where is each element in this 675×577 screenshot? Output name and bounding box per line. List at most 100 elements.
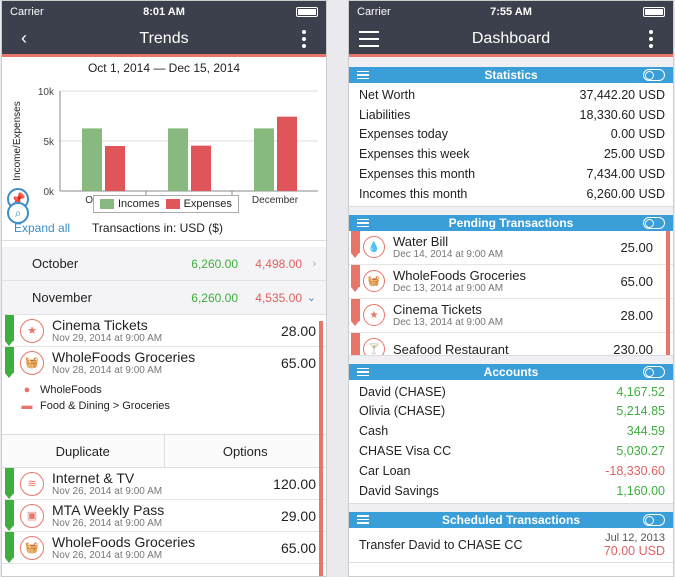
transaction-date: Nov 29, 2014 at 9:00 AM	[52, 333, 163, 344]
transaction-amount: 28.00	[280, 322, 316, 339]
account-name: David (CHASE)	[359, 384, 446, 399]
battery-icon	[296, 7, 318, 17]
transaction-amount: 65.00	[280, 354, 316, 371]
bus-icon: ▣	[20, 503, 44, 528]
stat-row: Incomes this month 6,260.00 USD	[349, 184, 673, 204]
transaction-row[interactable]: ★ Cinema Tickets Nov 29, 2014 at 9:00 AM …	[2, 315, 326, 347]
income-bookmark-icon	[5, 532, 14, 563]
transaction-title: Cinema Tickets	[393, 302, 482, 318]
card-menu-icon[interactable]	[357, 515, 369, 524]
scroll-indicator[interactable]	[666, 230, 670, 355]
card-title: Scheduled Transactions	[441, 512, 581, 527]
card-toggle[interactable]	[643, 216, 665, 229]
stat-row: Net Worth 37,442.20 USD	[349, 85, 673, 105]
card-header: Accounts	[349, 363, 673, 380]
card-header: Pending Transactions	[349, 214, 673, 231]
pending-transaction-row[interactable]: 🍸 Seafood Restaurant 230.00	[349, 332, 673, 355]
stat-row: Expenses this week 25.00 USD	[349, 144, 673, 164]
account-name: CHASE Visa CC	[359, 444, 452, 459]
account-row[interactable]: Car Loan -18,330.60	[349, 461, 673, 481]
bar-expenses	[105, 146, 125, 191]
duplicate-button[interactable]: Duplicate	[55, 443, 110, 459]
account-name: Cash	[359, 424, 389, 439]
stat-label: Net Worth	[359, 87, 416, 102]
month-row-october[interactable]: October 6,260.00 4,498.00 ›	[2, 247, 326, 281]
bookmark-icon	[351, 264, 360, 292]
scheduled-row[interactable]: Transfer David to CHASE CC Jul 12, 2013 …	[349, 528, 673, 562]
back-button[interactable]: ‹	[21, 28, 27, 48]
account-name: David Savings	[359, 483, 439, 498]
transaction-row[interactable]: 🧺 WholeFoods Groceries Nov 26, 2014 at 9:…	[2, 532, 326, 564]
account-row[interactable]: CHASE Visa CC 5,030.27	[349, 441, 673, 461]
options-button[interactable]: Options	[163, 435, 327, 467]
battery-icon	[643, 7, 665, 17]
card-menu-icon[interactable]	[357, 218, 369, 228]
transaction-title: Seafood Restaurant	[393, 341, 509, 355]
more-options-button[interactable]	[292, 29, 316, 48]
transaction-row[interactable]: ≋ Internet & TV Nov 26, 2014 at 9:00 AM 1…	[2, 468, 326, 500]
account-row[interactable]: Olivia (CHASE) 5,214.85	[349, 402, 673, 422]
transaction-amount: 230.00	[613, 341, 653, 355]
month-row-november[interactable]: November 6,260.00 4,535.00 ⌄	[2, 281, 326, 315]
account-name: Car Loan	[359, 463, 411, 478]
card-toggle[interactable]	[643, 513, 665, 526]
scroll-indicator[interactable]	[319, 321, 323, 576]
account-row[interactable]: Cash 344.59	[349, 421, 673, 441]
transaction-row[interactable]: ▣ MTA Weekly Pass Nov 26, 2014 at 9:00 AM…	[2, 500, 326, 532]
transaction-title: WholeFoods Groceries	[52, 349, 196, 365]
search-icon[interactable]: ⌕	[7, 202, 29, 224]
account-balance: -18,330.60	[605, 463, 665, 478]
income-bookmark-icon	[5, 500, 14, 531]
more-options-button[interactable]	[639, 29, 663, 48]
card-header: Statistics	[349, 67, 673, 83]
clock: 7:55 AM	[490, 6, 532, 18]
month-income: 6,260.00	[191, 256, 238, 271]
card-menu-icon[interactable]	[357, 367, 369, 377]
star-icon: ★	[20, 318, 44, 343]
income-bookmark-icon	[5, 347, 14, 378]
transaction-title: WholeFoods Groceries	[52, 534, 196, 550]
bar-expenses	[191, 145, 211, 191]
bookmark-icon	[351, 332, 360, 355]
scheduled-amount: 70.00 USD	[603, 543, 665, 558]
drop-icon: 💧	[363, 236, 385, 259]
pending-transaction-row[interactable]: 🧺 WholeFoods Groceries Dec 13, 2014 at 9:…	[349, 264, 673, 299]
transaction-row[interactable]: 🧺 WholeFoods Groceries Nov 28, 2014 at 9:…	[2, 347, 326, 378]
card-menu-icon[interactable]	[357, 70, 369, 80]
category-label: Food & Dining > Groceries	[40, 400, 170, 412]
y-tick-label: 5k	[43, 137, 55, 148]
chevron-down-icon: ⌄	[306, 292, 316, 304]
pending-list[interactable]: 💧 Water Bill Dec 14, 2014 at 9:00 AM 25.0…	[349, 230, 673, 355]
pending-transaction-row[interactable]: ★ Cinema Tickets Dec 13, 2014 at 9:00 AM …	[349, 298, 673, 333]
bookmark-icon	[351, 230, 360, 258]
card-toggle[interactable]	[643, 69, 665, 81]
account-name: Olivia (CHASE)	[359, 404, 446, 419]
pending-transaction-row[interactable]: 💧 Water Bill Dec 14, 2014 at 9:00 AM 25.0…	[349, 230, 673, 265]
stat-value: 37,442.20 USD	[579, 87, 665, 102]
scheduled-date: Jul 12, 2013	[605, 531, 665, 544]
statistics-card: Statistics Net Worth 37,442.20 USD Liabili…	[349, 67, 673, 207]
month-name: October	[32, 256, 79, 271]
stat-label: Expenses this month	[359, 167, 476, 182]
page-title: Dashboard	[471, 29, 551, 47]
menu-icon[interactable]	[359, 30, 383, 47]
basket-icon: 🧺	[20, 350, 44, 375]
legend-expenses: Expenses	[165, 198, 232, 210]
expand-all-link[interactable]: Expand all	[14, 220, 71, 235]
stat-label: Incomes this month	[359, 186, 468, 201]
account-row[interactable]: David Savings 1,160.00	[349, 481, 673, 501]
bar-chart: 10k5k0kIncome/ExpensesOctoberNovemberDec…	[12, 87, 318, 206]
card-toggle[interactable]	[643, 365, 665, 378]
dashboard-screen: Carrier 7:55 AM Dashboard Statistics Net…	[348, 0, 674, 577]
clock: 8:01 AM	[143, 6, 185, 18]
bar-incomes	[254, 128, 274, 191]
transaction-amount: 29.00	[280, 507, 316, 524]
nav-bar: Dashboard	[349, 23, 673, 57]
folder-icon: ▬	[21, 400, 33, 412]
bar-expenses	[277, 116, 297, 191]
transaction-actions: Duplicate Options	[2, 434, 326, 468]
account-balance: 344.59	[626, 424, 665, 439]
account-row[interactable]: David (CHASE) 4,167.52	[349, 382, 673, 402]
card-header: Scheduled Transactions	[349, 511, 673, 528]
date-range: Oct 1, 2014 — Dec 15, 2014	[87, 61, 241, 75]
